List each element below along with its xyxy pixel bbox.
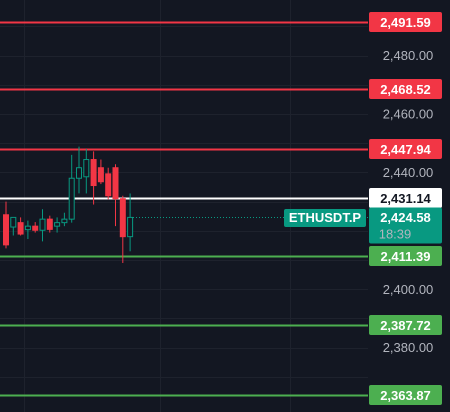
- support-price-badge: [369, 246, 442, 266]
- countdown-label: 18:39: [379, 227, 412, 242]
- candle-body: [83, 159, 90, 178]
- current-price-label: 2,424.58: [380, 210, 431, 225]
- candle-body: [76, 167, 82, 179]
- pivot-price-label: 2,431.14: [380, 191, 431, 206]
- support-price-label: 2,411.39: [381, 249, 431, 264]
- candle-body: [24, 225, 31, 231]
- y-tick-label: 2,400.00: [383, 282, 434, 297]
- candle-body: [127, 216, 134, 238]
- candle-body: [68, 177, 75, 220]
- support-price-badge: [369, 385, 442, 405]
- symbol-badge: [284, 209, 366, 227]
- y-tick-label: 2,480.00: [383, 48, 434, 63]
- support-price-badge: [369, 315, 442, 335]
- resistance-price-badge: [369, 139, 442, 159]
- support-price-label: 2,363.87: [380, 388, 431, 403]
- horizontal-lines-layer: [0, 21, 368, 397]
- resistance-price-label: 2,447.94: [380, 142, 431, 157]
- candles-layer: [3, 146, 134, 263]
- symbol-label: ETHUSDT.P: [289, 210, 362, 225]
- candle-body: [17, 222, 24, 235]
- price-labels-layer: 2,491.59 2,468.52 2,447.94 2,431.14 2,411.39…: [284, 12, 442, 405]
- resistance-price-badge: [369, 12, 442, 32]
- candle-body: [105, 173, 112, 197]
- candle-body: [46, 218, 53, 230]
- pivot-price-badge: [369, 188, 442, 208]
- candle-body: [90, 159, 97, 187]
- y-tick-label: 2,440.00: [383, 165, 434, 180]
- candle-body: [32, 225, 39, 231]
- candle-body: [10, 216, 17, 228]
- candle-body: [61, 218, 68, 224]
- support-price-label: 2,387.72: [380, 318, 431, 333]
- candle-body: [39, 218, 46, 231]
- candle-body: [3, 214, 9, 246]
- y-tick-label: 2,380.00: [383, 340, 434, 355]
- price-axis[interactable]: 2,480.00 2,460.00 2,440.00 2,400.00 2,380.00: [383, 48, 434, 355]
- y-tick-label: 2,460.00: [383, 106, 434, 121]
- candle-body: [97, 167, 104, 183]
- grid-layer: [0, 0, 368, 412]
- resistance-price-label: 2,468.52: [380, 82, 431, 97]
- resistance-price-label: 2,491.59: [380, 15, 431, 30]
- candle-body: [112, 167, 119, 200]
- current-price-badge: [369, 207, 442, 244]
- candle-body: [119, 198, 126, 238]
- candle-body: [54, 222, 61, 227]
- resistance-price-badge: [369, 79, 442, 99]
